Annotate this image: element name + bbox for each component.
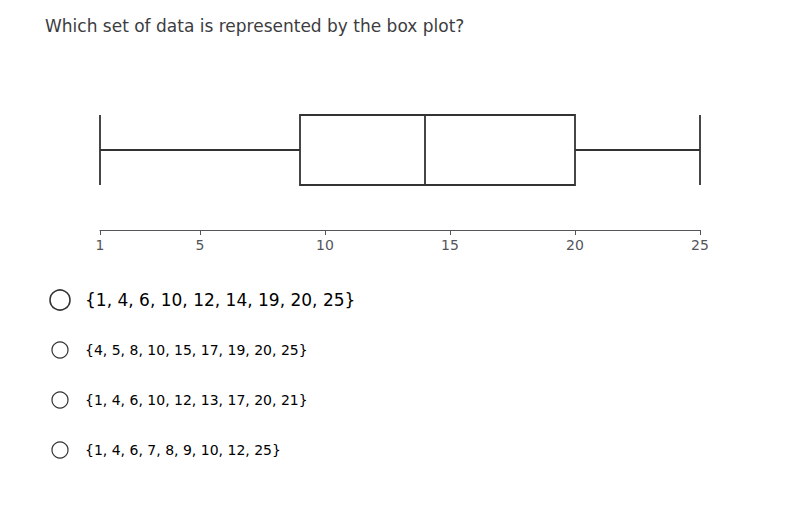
svg-text:25: 25 bbox=[691, 237, 709, 253]
svg-text:1: 1 bbox=[96, 237, 105, 253]
svg-text:{1, 4, 6, 10, 12, 14, 19, 20,: {1, 4, 6, 10, 12, 14, 19, 20, 25} bbox=[85, 290, 355, 310]
svg-text:15: 15 bbox=[441, 237, 459, 253]
svg-text:{1, 4, 6, 7, 8, 9, 10, 12, 25}: {1, 4, 6, 7, 8, 9, 10, 12, 25} bbox=[85, 442, 281, 458]
svg-text:{4, 5, 8, 10, 15, 17, 19, 20,: {4, 5, 8, 10, 15, 17, 19, 20, 25} bbox=[85, 342, 308, 358]
svg-text:{1, 4, 6, 10, 12, 13, 17, 20,: {1, 4, 6, 10, 12, 13, 17, 20, 21} bbox=[85, 392, 308, 408]
svg-text:10: 10 bbox=[316, 237, 334, 253]
svg-text:5: 5 bbox=[196, 237, 205, 253]
svg-text:Which set of data is represent: Which set of data is represented by the … bbox=[45, 16, 464, 36]
svg-text:20: 20 bbox=[566, 237, 584, 253]
